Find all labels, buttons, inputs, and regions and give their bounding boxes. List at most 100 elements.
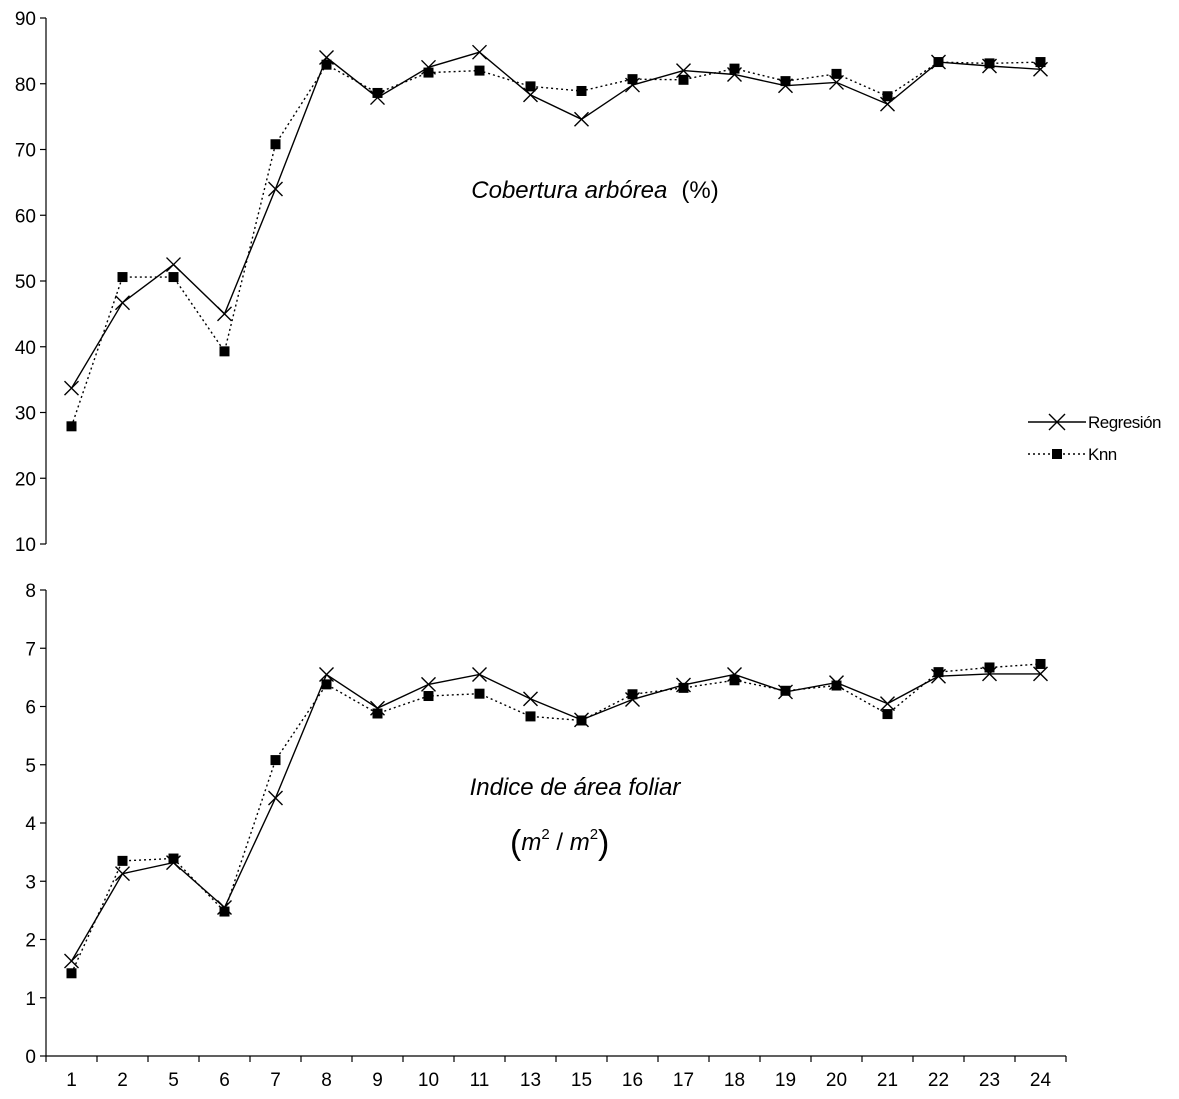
x-tick-label: 1 [66,1070,77,1091]
x-tick-label: 18 [724,1070,745,1091]
bottom-knn-point [780,685,791,696]
bottom-series-regresion-line [70,673,1041,962]
top-y-tick-label: 90 [15,9,36,30]
top-knn-point [933,57,944,68]
top-regresion-point [268,181,283,197]
top-knn-point [1035,57,1046,68]
x-tick-label: 5 [168,1070,179,1091]
x-tick-label: 22 [928,1070,949,1091]
unit-open-paren: ( [510,824,522,862]
bottom-series-knn-line [70,663,1041,974]
x-tick-label: 20 [826,1070,847,1091]
bottom-knn-point [372,708,383,719]
top-y-tick-label: 30 [15,404,36,425]
x-tick-label: 11 [470,1070,490,1091]
unit-close-paren: ) [598,824,609,862]
bottom-knn-point [168,853,179,864]
bottom-regresion-point [421,676,436,692]
top-y-tick-label: 60 [15,206,36,227]
bottom-regresion-point [472,666,487,682]
bottom-knn-point [678,682,689,693]
bottom-y-tick-label: 1 [25,989,36,1010]
bottom-y-tick-label: 5 [25,756,36,777]
top-regresion-point [472,44,487,60]
top-regresion-point [166,257,181,273]
x-tick-label: 6 [219,1070,230,1091]
top-y-tick-label: 40 [15,338,36,359]
bottom-regresion-point [319,666,334,682]
x-tick-label: 13 [520,1070,541,1091]
bottom-chart-iaf: Indice de área foliar (m2 / m2) 01234567… [25,581,1067,1091]
bottom-knn-point [219,906,230,917]
bottom-regresion-point [880,696,895,712]
top-y-tick-label: 80 [15,75,36,96]
top-regresion-point [64,380,79,396]
top-chart-title: Cobertura arbórea (%) [471,177,718,204]
unit-numerator-exponent: 2 [541,826,549,843]
top-knn-point [882,91,893,102]
bottom-knn-point [1035,658,1046,669]
bottom-knn-point [831,680,842,691]
bottom-chart-unit-label: (m2 / m2) [510,824,609,862]
bottom-y-tick-label: 6 [25,698,36,719]
x-tick-label: 15 [571,1070,592,1091]
top-knn-point [372,87,383,98]
legend-regresion-x-marker [1048,413,1066,431]
top-knn-point [984,58,995,69]
bottom-knn-point [933,667,944,678]
bottom-knn-point [66,968,77,979]
legend-regresion-label: Regresión [1088,413,1161,432]
bottom-knn-point [321,679,332,690]
unit-numerator: m [521,829,541,856]
bottom-knn-point [984,662,995,673]
legend-item-regresion: Regresión [1028,413,1162,432]
legend-knn-label: Knn [1088,445,1117,464]
top-knn-point [729,63,740,74]
top-y-tick-label: 50 [15,272,36,293]
legend-item-knn: Knn [1028,445,1117,464]
bottom-knn-point [423,691,434,702]
x-tick-label: 23 [979,1070,1000,1091]
top-y-tick-label: 10 [15,535,36,556]
top-knn-point [627,74,638,85]
x-tick-label: 10 [418,1070,439,1091]
top-chart-title-text: Cobertura arbórea [471,177,667,204]
bottom-y-tick-label: 3 [25,872,36,893]
top-knn-point [423,67,434,78]
top-knn-point [321,59,332,70]
bottom-knn-point [117,855,128,866]
top-regresion-point [217,306,232,322]
top-series-knn-line [70,61,1041,427]
top-knn-point [117,272,128,283]
bottom-regresion-point [523,691,538,707]
top-regresion-point [115,295,130,311]
x-tick-label: 9 [372,1070,383,1091]
bottom-knn-point [270,755,281,766]
x-tick-label: 16 [622,1070,643,1091]
top-knn-point [576,85,587,96]
bottom-regresion-point [268,790,283,806]
top-chart-cobertura: Cobertura arbórea (%) 10 20 30 40 50 60 70 80 90 [15,9,1048,556]
top-knn-point [66,421,77,432]
bottom-y-tick-label: 7 [25,639,36,660]
bottom-regresion-point [115,866,130,882]
bottom-chart-title: Indice de área foliar [470,774,682,801]
x-tick-label: 21 [877,1070,898,1091]
top-knn-point [474,65,485,76]
bottom-knn-point [729,675,740,686]
top-knn-point [780,76,791,87]
x-tick-label: 7 [270,1070,281,1091]
unit-separator: / [550,829,570,856]
top-chart-unit-label: (%) [681,177,718,204]
x-tick-label: 19 [775,1070,796,1091]
top-knn-point [219,346,230,357]
top-series-regresion-line [70,51,1041,389]
bottom-knn-point [576,715,587,726]
top-y-tick-label: 20 [15,469,36,490]
bottom-y-tick-label: 8 [25,581,36,602]
top-y-tick-label: 70 [15,141,36,162]
top-knn-point [168,272,179,283]
top-knn-point [525,81,536,92]
top-knn-point [270,139,281,150]
